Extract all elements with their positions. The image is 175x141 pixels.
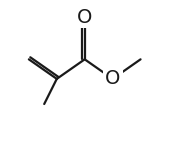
Text: O: O xyxy=(105,69,120,88)
Text: O: O xyxy=(77,8,92,27)
